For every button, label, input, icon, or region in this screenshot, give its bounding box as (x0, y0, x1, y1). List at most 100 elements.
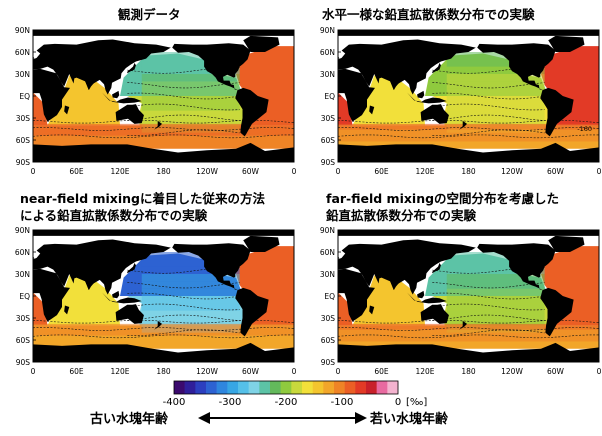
y-tick-label: 90N (15, 226, 30, 235)
contour-line (127, 292, 240, 300)
x-tick-label: 180 (461, 167, 476, 176)
y-tick-label: 90S (16, 158, 31, 167)
land-mass (243, 35, 280, 52)
southern-band (33, 323, 294, 330)
x-tick-label: 120W (501, 167, 523, 176)
y-tick-label: 90N (320, 226, 335, 235)
x-tick-label: 0 (31, 167, 36, 176)
x-tick-label: 60W (242, 367, 260, 376)
land-mass (417, 290, 425, 299)
x-tick-label: 60W (547, 167, 565, 176)
colorbar-tick-label: -400 (163, 397, 186, 408)
x-tick-label: 120E (415, 367, 434, 376)
land-mass (338, 239, 476, 295)
y-tick-label: 90N (320, 26, 335, 35)
pacific-band (446, 288, 545, 296)
contour-line (127, 267, 240, 274)
land-mass (338, 30, 599, 36)
colorbar-swatch (355, 381, 367, 394)
colorbar-tick-label: -300 (219, 397, 242, 408)
x-tick-label: 60E (69, 367, 84, 376)
southern-band (33, 129, 294, 136)
southern-band (338, 323, 599, 330)
y-tick-label: 90N (15, 26, 30, 35)
southern-band (33, 335, 294, 342)
y-tick-label: 30S (321, 314, 336, 323)
y-tick-label: 60S (16, 336, 31, 345)
arrow-head-left (198, 412, 210, 424)
x-tick-label: 0 (336, 167, 341, 176)
land-mass (540, 287, 574, 337)
colorbar-swatch (376, 381, 388, 394)
land-mass (338, 39, 476, 95)
contour-line (432, 92, 545, 100)
x-tick-label: 180 (461, 367, 476, 376)
land-mass (406, 292, 447, 304)
pacific-band (141, 118, 240, 126)
contour-line (127, 282, 240, 289)
y-tick-label: 60S (321, 336, 336, 345)
panel-2-title: 水平一様な鉛直拡散係数分布での実験 (322, 7, 535, 22)
land-mass (64, 105, 70, 115)
pacific-band (141, 310, 240, 318)
land-mass (477, 43, 556, 91)
x-tick-label: 0 (597, 367, 602, 376)
y-tick-label: 60S (16, 136, 31, 145)
contour-line (127, 303, 240, 311)
colorbar: -400 -300 -200 -100 0 [‰] (163, 380, 427, 408)
colorbar-unit: [‰] (406, 397, 427, 408)
pacific-band (141, 88, 240, 96)
panel-3-title: near-field mixingに着目した従来の方法 による鉛直拡散係数分布で… (20, 190, 265, 224)
panel-4-title-line-1: far-field mixingの空間分布を考慮した (326, 191, 560, 206)
land-mass (548, 35, 585, 52)
colorbar-swatch (387, 381, 399, 394)
colorbar-swatch (174, 381, 185, 394)
contour-line (338, 327, 599, 331)
contour-line (432, 82, 545, 89)
arrow-label-old: 古い水塊年齢 (90, 411, 169, 427)
land-mass (33, 342, 294, 362)
southern-band (338, 129, 599, 136)
land-mass (64, 305, 70, 315)
colorbar-swatch (280, 381, 292, 394)
y-tick-label: EQ (19, 292, 30, 301)
land-mass (406, 92, 447, 104)
y-tick-label: 30S (16, 114, 31, 123)
contour-line (127, 67, 240, 74)
arrow-label-young: 若い水塊年齢 (369, 411, 449, 427)
y-tick-label: 30S (16, 314, 31, 323)
y-tick-label: 30N (15, 70, 30, 79)
land-mass (459, 120, 468, 130)
y-tick-label: 60N (15, 48, 30, 57)
land-mass (235, 287, 269, 337)
x-tick-label: 120E (415, 167, 434, 176)
pacific-band (446, 296, 545, 304)
x-tick-label: 0 (597, 167, 602, 176)
y-tick-label: 90S (16, 358, 31, 367)
contour-line (338, 334, 599, 339)
colorbar-swatch (238, 381, 249, 394)
contour-line (432, 282, 545, 289)
land-mass (420, 104, 449, 124)
land-mass (243, 235, 280, 252)
y-tick-label: EQ (324, 292, 335, 301)
pacific-band (446, 88, 545, 96)
land-mass (459, 320, 468, 330)
x-tick-label: 60W (242, 167, 260, 176)
contour-line (432, 114, 545, 121)
x-tick-label: 120E (110, 167, 129, 176)
land-mass (548, 235, 585, 252)
southern-band (33, 329, 294, 336)
land-mass (235, 87, 269, 137)
contour-line (33, 127, 294, 131)
colorbar-tick-label: -200 (275, 397, 298, 408)
x-tick-label: 60E (374, 167, 389, 176)
land-mass (387, 74, 404, 91)
x-tick-label: 180 (156, 367, 171, 376)
x-tick-label: 0 (336, 367, 341, 376)
pacific-band (141, 288, 240, 296)
pacific-band (141, 103, 240, 111)
pacific-band (446, 103, 545, 111)
